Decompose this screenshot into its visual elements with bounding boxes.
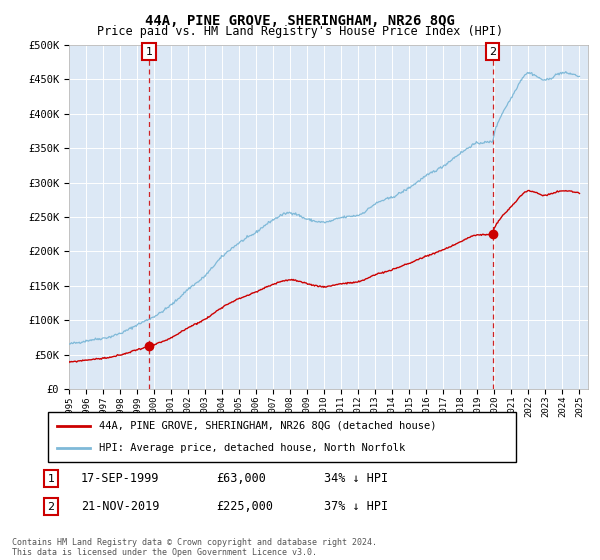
Text: 34% ↓ HPI: 34% ↓ HPI [324,472,388,486]
Text: 1: 1 [47,474,55,484]
Text: HPI: Average price, detached house, North Norfolk: HPI: Average price, detached house, Nort… [100,443,406,453]
Text: 37% ↓ HPI: 37% ↓ HPI [324,500,388,514]
Text: 21-NOV-2019: 21-NOV-2019 [81,500,160,514]
Text: 17-SEP-1999: 17-SEP-1999 [81,472,160,486]
Text: £225,000: £225,000 [216,500,273,514]
FancyBboxPatch shape [48,412,516,462]
Text: 44A, PINE GROVE, SHERINGHAM, NR26 8QG (detached house): 44A, PINE GROVE, SHERINGHAM, NR26 8QG (d… [100,421,437,431]
Text: 44A, PINE GROVE, SHERINGHAM, NR26 8QG: 44A, PINE GROVE, SHERINGHAM, NR26 8QG [145,14,455,28]
Text: 2: 2 [489,46,496,57]
Text: Price paid vs. HM Land Registry's House Price Index (HPI): Price paid vs. HM Land Registry's House … [97,25,503,38]
Text: £63,000: £63,000 [216,472,266,486]
Text: 2: 2 [47,502,55,512]
Text: 1: 1 [146,46,152,57]
Text: Contains HM Land Registry data © Crown copyright and database right 2024.
This d: Contains HM Land Registry data © Crown c… [12,538,377,557]
